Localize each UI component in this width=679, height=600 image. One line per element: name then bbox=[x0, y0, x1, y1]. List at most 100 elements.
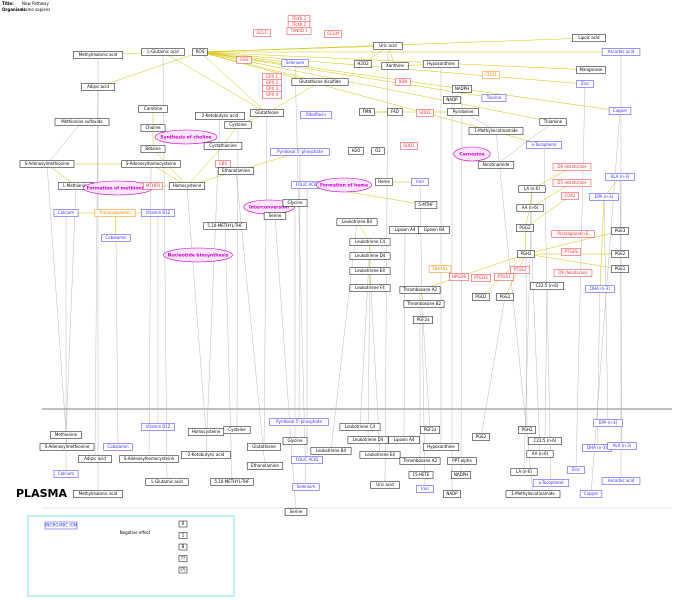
node-box bbox=[73, 51, 123, 59]
node-box bbox=[291, 456, 323, 464]
node-label: Selenium bbox=[286, 60, 305, 65]
node-box bbox=[510, 266, 530, 274]
node-box bbox=[373, 42, 403, 50]
edge bbox=[524, 227, 527, 255]
edge bbox=[529, 207, 541, 455]
node-box bbox=[447, 457, 477, 465]
legend-symbol bbox=[178, 520, 188, 528]
edge bbox=[236, 124, 239, 431]
node-label: Transcobalamin bbox=[98, 210, 131, 215]
node-box bbox=[413, 316, 433, 324]
node-label: Calcium bbox=[58, 210, 74, 215]
process-label: Synthesis of choline bbox=[160, 135, 211, 141]
node-label: PGE1 bbox=[615, 266, 626, 271]
node-box bbox=[263, 212, 287, 220]
legend-symbol bbox=[178, 555, 188, 562]
process-label: Formation of methionine bbox=[87, 186, 150, 192]
compartment-label: PLASMA bbox=[16, 487, 67, 500]
node-box bbox=[310, 447, 352, 455]
node-label: Riboflavin bbox=[306, 112, 326, 117]
node-box bbox=[339, 423, 381, 431]
edge bbox=[65, 185, 77, 436]
node-label: Cysteine bbox=[229, 122, 247, 127]
node-label: PGE2 bbox=[476, 434, 487, 439]
node-box bbox=[121, 160, 181, 168]
legend-negative: Negative effect bbox=[120, 530, 151, 535]
node-box bbox=[354, 60, 372, 68]
node-box bbox=[78, 455, 112, 463]
node-box bbox=[53, 209, 79, 217]
process-node bbox=[163, 247, 233, 263]
node-box bbox=[81, 83, 115, 91]
node-label: PGD2 bbox=[475, 294, 487, 299]
node-box bbox=[371, 147, 385, 155]
node-box bbox=[601, 477, 641, 485]
edge bbox=[199, 51, 268, 114]
node-box bbox=[39, 443, 95, 451]
node-box bbox=[505, 490, 561, 498]
node-label: C22:5 (n-6) bbox=[534, 438, 557, 443]
edge bbox=[504, 253, 527, 298]
process-label: Interconversion bbox=[249, 205, 289, 211]
legend-symbol bbox=[178, 566, 188, 574]
node-label: EPA (n-3) bbox=[599, 420, 618, 425]
node-label: Cobalamin bbox=[107, 444, 129, 449]
node-label: GSS bbox=[240, 57, 249, 62]
edge bbox=[460, 88, 463, 476]
node-label: Zinc bbox=[581, 81, 590, 86]
nodes: Methylmalonic acid L-Glutamic acid ROS TRXR… bbox=[19, 15, 641, 516]
node-box bbox=[349, 284, 391, 292]
node-box bbox=[119, 455, 179, 463]
node-label: 1-Methylnicotinamide bbox=[474, 128, 518, 133]
node-label: Ethanolamine bbox=[222, 168, 250, 173]
edge bbox=[298, 151, 301, 423]
node-box bbox=[525, 141, 563, 149]
edge bbox=[263, 112, 268, 448]
node-box bbox=[262, 91, 282, 99]
node-label: XDH bbox=[399, 79, 408, 84]
edge bbox=[199, 51, 554, 123]
node-label: Carnitine bbox=[144, 106, 163, 111]
node-box bbox=[567, 466, 585, 474]
node-box bbox=[611, 227, 629, 235]
node-box bbox=[101, 234, 131, 242]
node-box bbox=[73, 490, 123, 498]
node-label: 5-MTHF bbox=[418, 202, 434, 207]
node-box bbox=[210, 478, 254, 486]
node-label: Methylmalonic acid bbox=[79, 52, 118, 57]
node-label: S-Adenosylhomocysteine bbox=[124, 456, 175, 461]
edge bbox=[422, 319, 431, 431]
node-label: Glycine bbox=[288, 200, 303, 205]
node-label: Homocysteine bbox=[192, 429, 221, 434]
edge bbox=[599, 196, 605, 290]
edge bbox=[199, 51, 592, 71]
node-label: Calcium bbox=[58, 471, 74, 476]
node-label: MTHFR bbox=[146, 183, 160, 188]
edge bbox=[330, 221, 358, 452]
edge bbox=[97, 51, 201, 88]
node-box bbox=[576, 80, 594, 88]
edge bbox=[543, 144, 552, 484]
node-box bbox=[589, 193, 619, 201]
node-label: COX2 bbox=[565, 193, 576, 198]
node-label: Leukotriene C4 bbox=[345, 424, 376, 429]
edge bbox=[294, 62, 307, 488]
node-label: 1-Methylnicotinamide bbox=[511, 491, 555, 496]
node-label: Leukotriene B4 bbox=[316, 448, 347, 453]
edge bbox=[266, 81, 321, 114]
node-box bbox=[449, 273, 469, 281]
node-label: Cysteine bbox=[228, 427, 246, 432]
node-label: Hypoxanthine bbox=[427, 61, 455, 66]
node-box bbox=[138, 105, 168, 113]
node-box bbox=[269, 418, 329, 426]
legend-inorganic-box bbox=[44, 521, 78, 530]
node-box bbox=[247, 443, 281, 451]
node-label: FOLIC ACID bbox=[296, 182, 319, 187]
node-box bbox=[471, 274, 491, 282]
node-box bbox=[141, 209, 175, 217]
node-box bbox=[608, 107, 632, 115]
node-box bbox=[253, 29, 271, 37]
node-box bbox=[561, 192, 579, 200]
node-box bbox=[223, 426, 251, 434]
